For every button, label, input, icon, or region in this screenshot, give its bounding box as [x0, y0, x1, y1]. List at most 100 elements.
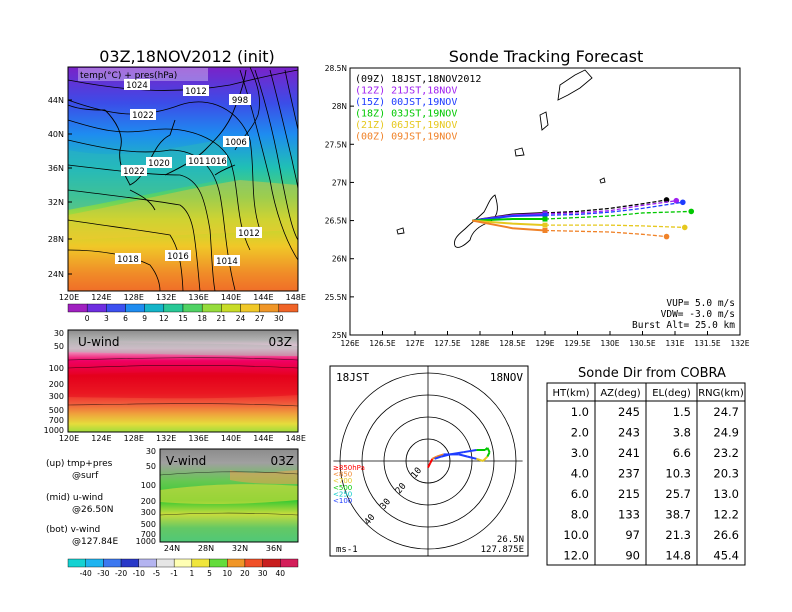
track-legend-entry: (00Z) 09JST,19NOV [355, 132, 457, 143]
uwind-lon-tick: 140E [221, 434, 241, 443]
table-row: 12.0 90 14.8 45.4 [563, 549, 739, 563]
pressure-label: 1012 [183, 85, 209, 97]
hodo-time-label: 18JST [336, 371, 369, 384]
uwind-p-tick: 300 [49, 392, 64, 401]
hodo-segment [467, 455, 477, 460]
hodo-segment [476, 457, 484, 462]
table-row: 10.0 97 21.3 26.6 [563, 528, 739, 542]
annotation-vup: VUP= 5.0 m/s [666, 298, 735, 309]
map-colorbar-swatch [144, 303, 165, 313]
table-cell: 6.0 [571, 487, 589, 501]
hodo-level-legend: <500 [333, 484, 352, 492]
map-title: 03Z,18NOV2012 (init) [99, 47, 275, 66]
map-colorbar-tick: 6 [123, 314, 128, 323]
track-x-tick: 129.5E [564, 339, 590, 348]
track-x-tick: 129E [535, 339, 554, 348]
track-x-tick: 131.5E [694, 339, 720, 348]
map-lat-tick: 28N [48, 235, 64, 244]
table-cell: 38.7 [665, 508, 691, 522]
track-y-tick: 28.5N [325, 64, 347, 73]
track-line-descent [544, 199, 667, 214]
pressure-label: 1020 [146, 157, 172, 169]
burst-marker [542, 216, 548, 222]
track-series [472, 219, 688, 231]
track-legend-entry: (18Z) 03JST,19NOV [355, 109, 457, 120]
table-row: 1.0 245 1.5 24.7 [571, 405, 739, 419]
table-cell: 6.6 [673, 446, 691, 460]
vwind-colorbar-tick: -20 [115, 569, 127, 578]
track-x-tick: 130E [600, 339, 619, 348]
table-cell: 20.3 [713, 467, 739, 481]
hodo-position-lat: 26.5N [497, 535, 524, 545]
uwind-lon-tick: 144E [253, 434, 273, 443]
vwind-colorbar-tick: -5 [153, 569, 161, 578]
table-cell: 241 [618, 446, 640, 460]
svg-text:1024: 1024 [126, 81, 148, 91]
pressure-label: 1018 [115, 253, 141, 265]
hodo-level-legend: <850 [333, 471, 352, 479]
vwind-colorbar-tick: 40 [276, 569, 286, 578]
svg-text:1014: 1014 [216, 257, 238, 267]
vwind-colorbar-swatch [156, 558, 175, 568]
svg-text:1006: 1006 [225, 138, 247, 148]
table-row: 6.0 215 25.7 13.0 [571, 487, 739, 501]
annotation-vdw: VDW= -3.0 m/s [661, 309, 735, 320]
table-row: 8.0 133 38.7 12.2 [571, 508, 739, 522]
table-header: RNG(km) [698, 388, 744, 399]
pressure-label: 1022 [121, 165, 147, 177]
vwind-colorbar-tick: -30 [97, 569, 109, 578]
vwind-time: 03Z [271, 454, 295, 468]
track-x-tick: 128.5E [499, 339, 525, 348]
vwind-lat-tick: 32N [232, 544, 248, 553]
burst-marker [542, 222, 548, 228]
track-line-ascent [472, 218, 545, 222]
map-lat-tick: 32N [48, 198, 64, 207]
track-series [472, 199, 686, 222]
vwind-colorbar-tick: -1 [170, 569, 178, 578]
vwind-colorbar-swatch [244, 558, 263, 568]
track-y-tick: 26.5N [325, 217, 347, 226]
track-y-tick: 28N [332, 102, 347, 111]
hodo-segment [486, 451, 491, 458]
vwind-colorbar-tick: 30 [258, 569, 268, 578]
table-cell: 26.6 [713, 528, 739, 542]
track-line-descent [544, 200, 677, 215]
map-colorbar-tick: 21 [217, 314, 227, 323]
vwind-p-tick: 100 [141, 481, 156, 490]
uwind-lon-tick: 124E [91, 434, 111, 443]
map-colorbar-swatch [182, 303, 203, 313]
uwind-p-tick: 700 [49, 416, 64, 425]
map-lat-tick: 24N [48, 270, 64, 279]
map-colorbar-swatch [201, 303, 222, 313]
table-row: 4.0 237 10.3 20.3 [571, 467, 739, 481]
svg-text:1012: 1012 [238, 229, 260, 239]
pressure-label: 1014 [214, 255, 240, 267]
track-line-descent [544, 229, 667, 238]
table-header: AZ(deg) [600, 388, 640, 399]
table-title: Sonde Dir from COBRA [578, 366, 726, 381]
vwind-colorbar-tick: 20 [240, 569, 250, 578]
vwind-colorbar-swatch [138, 558, 157, 568]
vwind-p-tick: 1000 [136, 537, 156, 546]
burst-marker [542, 227, 548, 233]
map-lat-tick: 40N [48, 130, 64, 139]
uwind-p-tick: 100 [49, 364, 64, 373]
track-y-tick: 27.5N [325, 140, 347, 149]
table-row: 2.0 243 3.8 24.9 [571, 426, 739, 440]
track-legend-entry: (15Z) 00JST,19NOV [355, 97, 457, 108]
vwind-lat-tick: 36N [266, 544, 282, 553]
pressure-label: 998 [229, 94, 251, 106]
track-series [472, 208, 695, 222]
hodo-segment [431, 455, 438, 460]
hodo-segment [427, 462, 432, 469]
track-x-tick: 127E [405, 339, 424, 348]
map-lon-tick: 128E [124, 293, 144, 302]
map-lon-tick: 136E [188, 293, 208, 302]
hodo-units: ms-1 [336, 545, 358, 555]
landing-point [673, 197, 680, 204]
track-line-ascent [472, 214, 546, 222]
hodo-segment [440, 453, 451, 458]
map-colorbar-swatch [125, 303, 145, 313]
svg-text:998: 998 [232, 96, 248, 106]
table-cell: 243 [618, 426, 640, 440]
